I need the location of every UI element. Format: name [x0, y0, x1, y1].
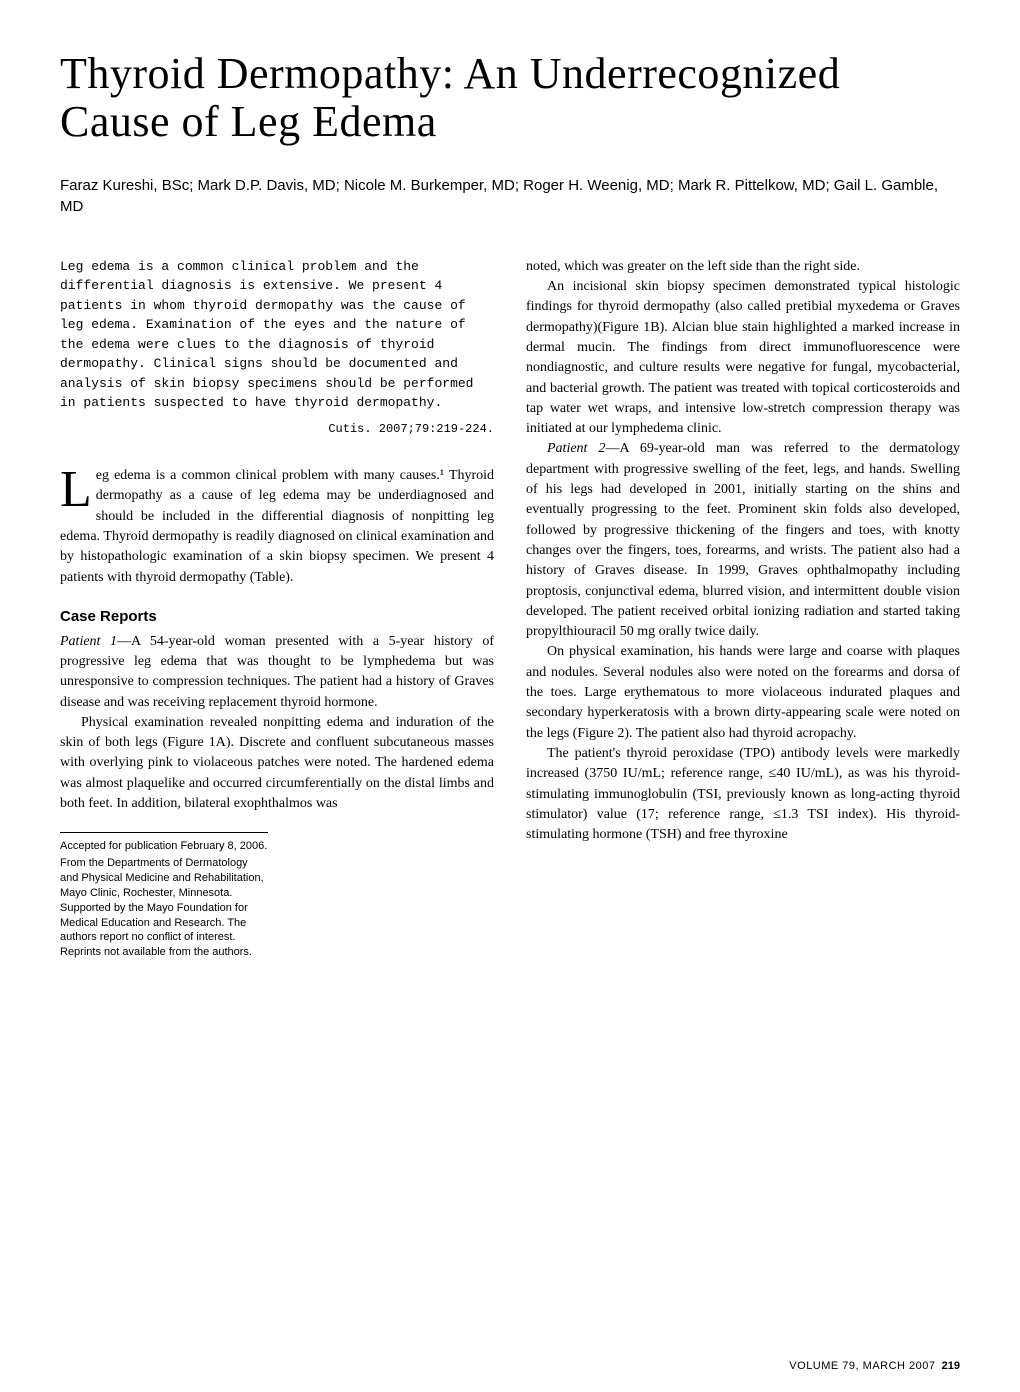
patient2-para3: The patient's thyroid peroxidase (TPO) a…: [526, 744, 960, 845]
patient1-text1: —A 54-year-old woman presented with a 5-…: [60, 634, 494, 710]
accepted-date: Accepted for publication February 8, 200…: [60, 839, 268, 854]
left-column: Leg edema is a common clinical problem a…: [60, 257, 494, 960]
page-footer: VOLUME 79, MARCH 2007 219: [789, 1360, 960, 1372]
patient1-para1: Patient 1—A 54-year-old woman presented …: [60, 632, 494, 713]
citation: Cutis. 2007;79:219-224.: [60, 421, 494, 438]
footer-divider: [60, 832, 268, 833]
patient1-para2: Physical examination revealed nonpitting…: [60, 713, 494, 814]
right-column: noted, which was greater on the left sid…: [526, 257, 960, 960]
patient1-label: Patient 1: [60, 634, 117, 649]
affiliation-text: From the Departments of Dermatology and …: [60, 856, 268, 960]
abstract-text: Leg edema is a common clinical problem a…: [60, 257, 494, 413]
col2-continuation: noted, which was greater on the left sid…: [526, 257, 960, 277]
patient2-para2: On physical examination, his hands were …: [526, 642, 960, 743]
patient2-para1: Patient 2—A 69-year-old man was referred…: [526, 439, 960, 642]
page-number: 219: [942, 1360, 960, 1372]
intro-paragraph: Leg edema is a common clinical problem w…: [60, 466, 494, 588]
content-columns: Leg edema is a common clinical problem a…: [60, 257, 960, 960]
col2-biopsy-para: An incisional skin biopsy specimen demon…: [526, 277, 960, 439]
section-heading-case-reports: Case Reports: [60, 606, 494, 628]
author-list: Faraz Kureshi, BSc; Mark D.P. Davis, MD;…: [60, 175, 960, 217]
footer-block: Accepted for publication February 8, 200…: [60, 839, 268, 960]
volume-issue: VOLUME 79, MARCH 2007: [789, 1360, 935, 1372]
patient2-text1: —A 69-year-old man was referred to the d…: [526, 441, 960, 639]
article-title: Thyroid Dermopathy: An Underrecognized C…: [60, 50, 960, 147]
patient2-label: Patient 2: [547, 441, 605, 456]
